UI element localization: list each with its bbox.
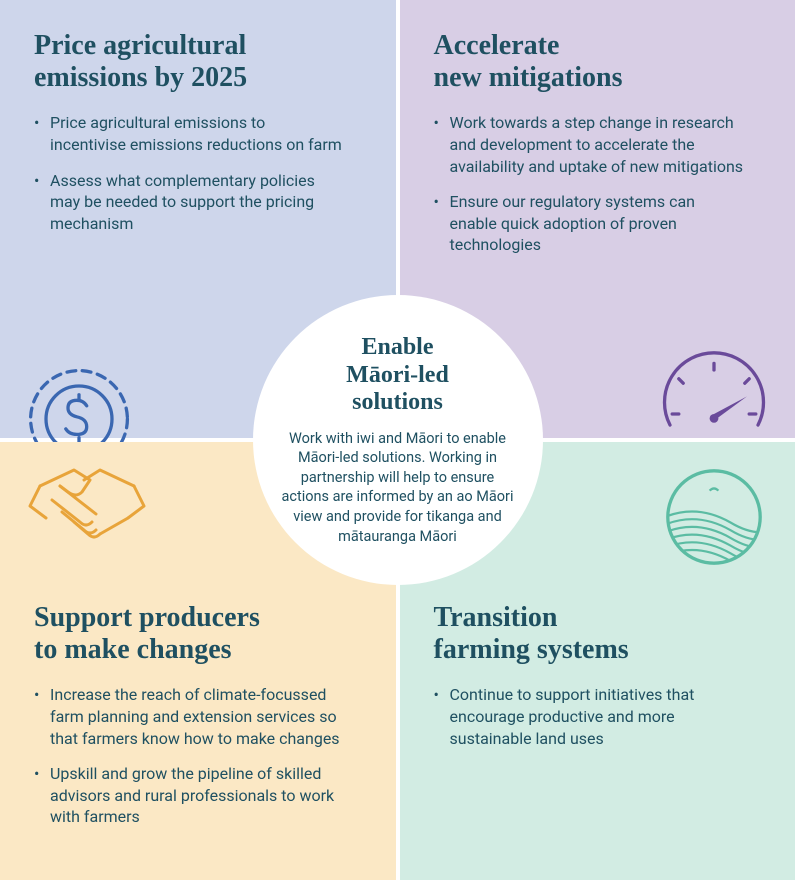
bullet-item: Price agricultural emissions to incentiv… xyxy=(34,112,344,155)
title-line: Enable xyxy=(361,334,433,360)
panel-bullets: Price agricultural emissions to incentiv… xyxy=(34,112,362,234)
panel-bullets: Increase the reach of climate-focussed f… xyxy=(34,684,362,828)
title-line: farming systems xyxy=(434,634,629,665)
title-line: to make changes xyxy=(34,634,232,665)
handshake-icon xyxy=(22,456,152,556)
title-line: Accelerate xyxy=(434,30,560,61)
bullet-item: Ensure our regulatory systems can enable… xyxy=(434,191,744,256)
bullet-item: Upskill and grow the pipeline of skilled… xyxy=(34,763,344,828)
title-line: Transition xyxy=(434,602,558,633)
title-line: Price agricultural xyxy=(34,30,246,61)
center-body-text: Work with iwi and Māori to enable Māori-… xyxy=(281,429,515,546)
bullet-item: Assess what complementary policies may b… xyxy=(34,170,344,235)
center-title: Enable Māori-led solutions xyxy=(346,334,449,417)
title-line: new mitigations xyxy=(434,62,623,93)
panel-title: Support producers to make changes xyxy=(34,602,362,666)
panel-title: Accelerate new mitigations xyxy=(434,30,762,94)
bullet-item: Continue to support initiatives that enc… xyxy=(434,684,744,749)
panel-bullets: Continue to support initiatives that enc… xyxy=(434,684,762,749)
bullet-item: Increase the reach of climate-focussed f… xyxy=(34,684,344,749)
panel-title: Price agricultural emissions by 2025 xyxy=(34,30,362,94)
center-circle-maori-solutions: Enable Māori-led solutions Work with iwi… xyxy=(253,295,543,585)
panel-bullets: Work towards a step change in research a… xyxy=(434,112,762,256)
title-line: emissions by 2025 xyxy=(34,62,247,93)
title-line: Support producers xyxy=(34,602,260,633)
bullet-item: Work towards a step change in research a… xyxy=(434,112,744,177)
panel-title: Transition farming systems xyxy=(434,602,762,666)
fields-icon xyxy=(659,462,769,572)
title-line: Māori-led xyxy=(346,362,449,388)
title-line: solutions xyxy=(352,389,443,415)
